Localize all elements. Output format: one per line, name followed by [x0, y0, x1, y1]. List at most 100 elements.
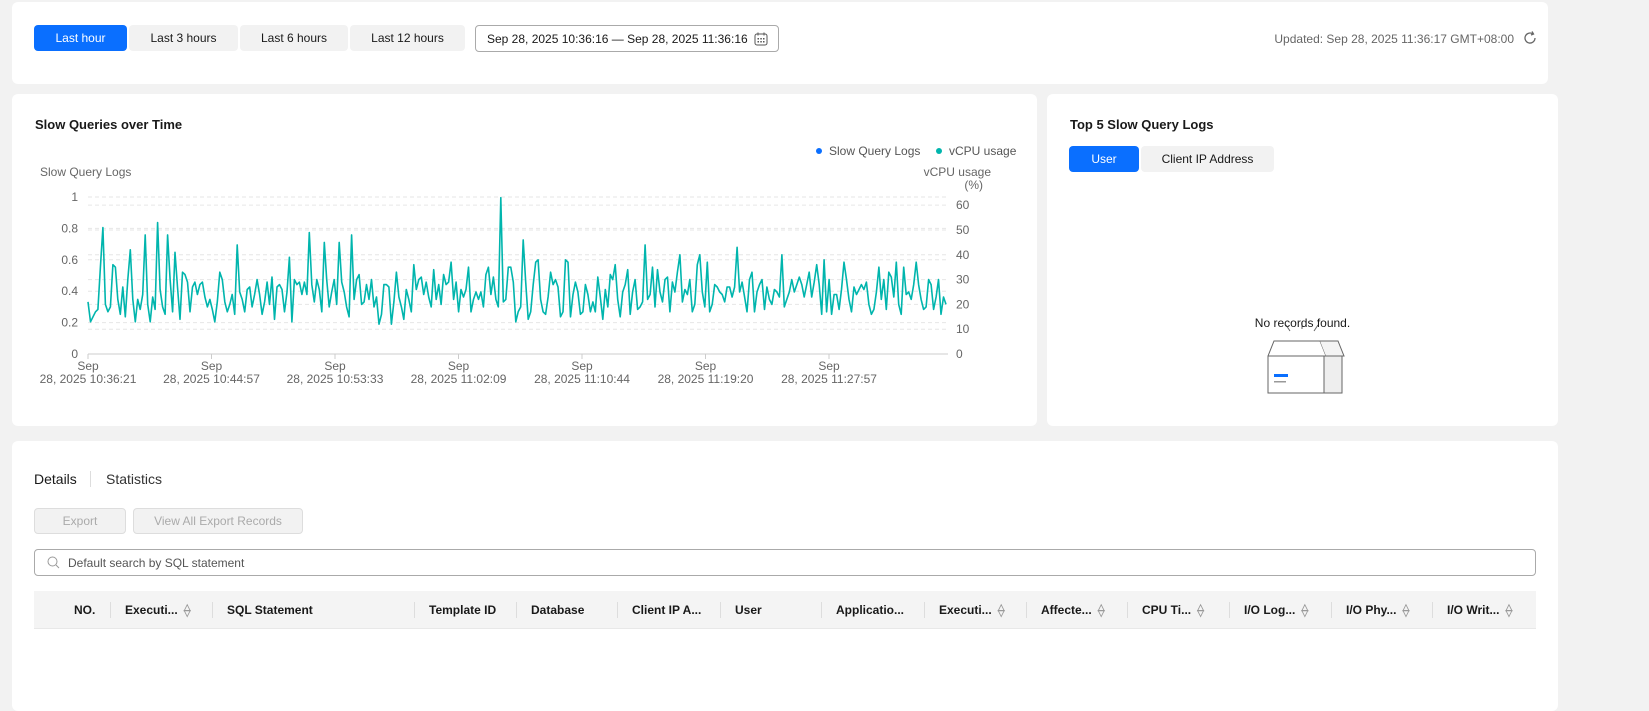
left-tick-label: 0.2 [61, 316, 78, 330]
sort-icon[interactable]: △ ▽ [1097, 602, 1105, 618]
range-last-hour[interactable]: Last hour [34, 25, 127, 51]
column-divider [1331, 602, 1332, 618]
right-tick-label: 20 [956, 297, 970, 311]
empty-box-icon [1267, 322, 1345, 394]
column-header[interactable]: Executi... △ ▽ [125, 591, 191, 629]
column-label: Executi... [939, 603, 992, 617]
date-range-picker[interactable]: Sep 28, 2025 10:36:16 — Sep 28, 2025 11:… [475, 25, 779, 52]
column-divider [924, 602, 925, 618]
column-header[interactable]: SQL Statement [227, 591, 313, 629]
left-axis-title: Slow Query Logs [40, 165, 131, 179]
legend-marker-vcpu [936, 148, 942, 154]
column-divider [1026, 602, 1027, 618]
column-label: User [735, 603, 762, 617]
column-label: Database [531, 603, 585, 617]
sort-icon[interactable]: △ ▽ [1301, 602, 1309, 618]
slow-queries-chart: Slow Query Logs vCPU usage Slow Query Logs… [40, 144, 1017, 386]
column-label: NO. [74, 603, 96, 617]
calendar-icon [754, 32, 768, 46]
range-last-12-hours[interactable]: Last 12 hours [350, 25, 465, 51]
tab-user[interactable]: User [1069, 146, 1139, 172]
legend-label-slow-query: Slow Query Logs [829, 144, 920, 158]
column-header[interactable]: Applicatio... [836, 591, 904, 629]
x-tick-label-date: 28, 2025 11:27:57 [781, 372, 877, 386]
column-divider [110, 602, 111, 618]
updated-timestamp: Updated: Sep 28, 2025 11:36:17 GMT+08:00 [1274, 32, 1514, 46]
left-tick-label: 0 [71, 347, 78, 361]
toolbar-card: Last hour Last 3 hours Last 6 hours Last… [12, 2, 1548, 84]
x-tick-label-date: 28, 2025 11:10:44 [534, 372, 630, 386]
right-tick-label: 50 [956, 223, 970, 237]
left-tick-label: 1 [71, 190, 78, 204]
sort-icon[interactable]: △ ▽ [1402, 602, 1410, 618]
x-tick-label-month: Sep [571, 359, 593, 373]
column-divider [821, 602, 822, 618]
right-axis-title: vCPU usage [924, 165, 992, 179]
sort-icon[interactable]: △ ▽ [183, 602, 191, 618]
export-button[interactable]: Export [34, 508, 126, 534]
vcpu-usage-line [87, 196, 947, 325]
x-tick-label-date: 28, 2025 10:44:57 [163, 372, 260, 386]
left-tick-label: 0.6 [61, 253, 78, 267]
table-header: NO. Executi... △ ▽ SQL Statement Template ID D… [34, 591, 1536, 629]
column-label: Template ID [429, 603, 497, 617]
refresh-icon[interactable] [1523, 31, 1537, 45]
search-placeholder: Default search by SQL statement [68, 555, 245, 570]
x-tick-label-date: 28, 2025 11:02:09 [411, 372, 507, 386]
column-header[interactable]: Executi... △ ▽ [939, 591, 1005, 629]
column-header[interactable]: NO. [74, 591, 95, 629]
x-tick-label-month: Sep [818, 359, 840, 373]
tab-divider [90, 471, 91, 487]
date-range-value: Sep 28, 2025 10:36:16 — Sep 28, 2025 11:… [487, 31, 748, 46]
search-icon [47, 556, 60, 569]
x-tick-label-month: Sep [324, 359, 346, 373]
legend-label-vcpu: vCPU usage [949, 144, 1017, 158]
empty-message: No records found. [1254, 316, 1351, 330]
column-header[interactable]: Database [531, 591, 584, 629]
right-tick-label: 60 [956, 198, 970, 212]
legend-marker-slow-query [816, 148, 822, 154]
column-label: Affecte... [1041, 603, 1092, 617]
sort-icon[interactable]: △ ▽ [1505, 602, 1513, 618]
column-label: I/O Log... [1244, 603, 1296, 617]
search-input[interactable]: Default search by SQL statement [34, 549, 1536, 576]
column-header[interactable]: I/O Phy... △ ▽ [1346, 591, 1409, 629]
sort-icon[interactable]: △ ▽ [1197, 602, 1205, 618]
view-export-records-button[interactable]: View All Export Records [133, 508, 303, 534]
column-label: Applicatio... [836, 603, 905, 617]
tab-details[interactable]: Details [34, 471, 77, 487]
column-header[interactable]: User [735, 591, 762, 629]
column-header[interactable]: I/O Writ... △ ▽ [1447, 591, 1512, 629]
column-label: Client IP A... [632, 603, 702, 617]
column-divider [720, 602, 721, 618]
x-tick-label-month: Sep [448, 359, 470, 373]
x-tick-label-date: 28, 2025 11:19:20 [658, 372, 754, 386]
column-label: Executi... [125, 603, 178, 617]
right-tick-label: 40 [956, 248, 970, 262]
right-axis-unit: (%) [964, 178, 983, 192]
tab-client-ip[interactable]: Client IP Address [1141, 146, 1274, 172]
range-last-6-hours[interactable]: Last 6 hours [240, 25, 348, 51]
column-header[interactable]: Client IP A... [632, 591, 701, 629]
range-last-3-hours[interactable]: Last 3 hours [129, 25, 238, 51]
sort-icon[interactable]: △ ▽ [997, 602, 1005, 618]
column-header[interactable]: Affecte... △ ▽ [1041, 591, 1105, 629]
x-tick-label-month: Sep [201, 359, 223, 373]
column-header[interactable]: CPU Ti... △ ▽ [1142, 591, 1204, 629]
column-header[interactable]: I/O Log... △ ▽ [1244, 591, 1308, 629]
x-tick-label-month: Sep [695, 359, 717, 373]
top5-title: Top 5 Slow Query Logs [1070, 117, 1214, 132]
left-tick-label: 0.4 [61, 284, 78, 298]
column-label: SQL Statement [227, 603, 313, 617]
column-header[interactable]: Template ID [429, 591, 496, 629]
details-card: Details Statistics Export View All Expor… [12, 441, 1558, 711]
left-tick-label: 0.8 [61, 221, 78, 235]
column-label: CPU Ti... [1142, 603, 1192, 617]
column-divider [516, 602, 517, 618]
column-divider [1229, 602, 1230, 618]
right-tick-label: 0 [956, 347, 963, 361]
right-tick-label: 10 [956, 322, 970, 336]
x-tick-label-date: 28, 2025 10:53:33 [287, 372, 384, 386]
column-divider [1432, 602, 1433, 618]
tab-statistics[interactable]: Statistics [106, 471, 163, 487]
